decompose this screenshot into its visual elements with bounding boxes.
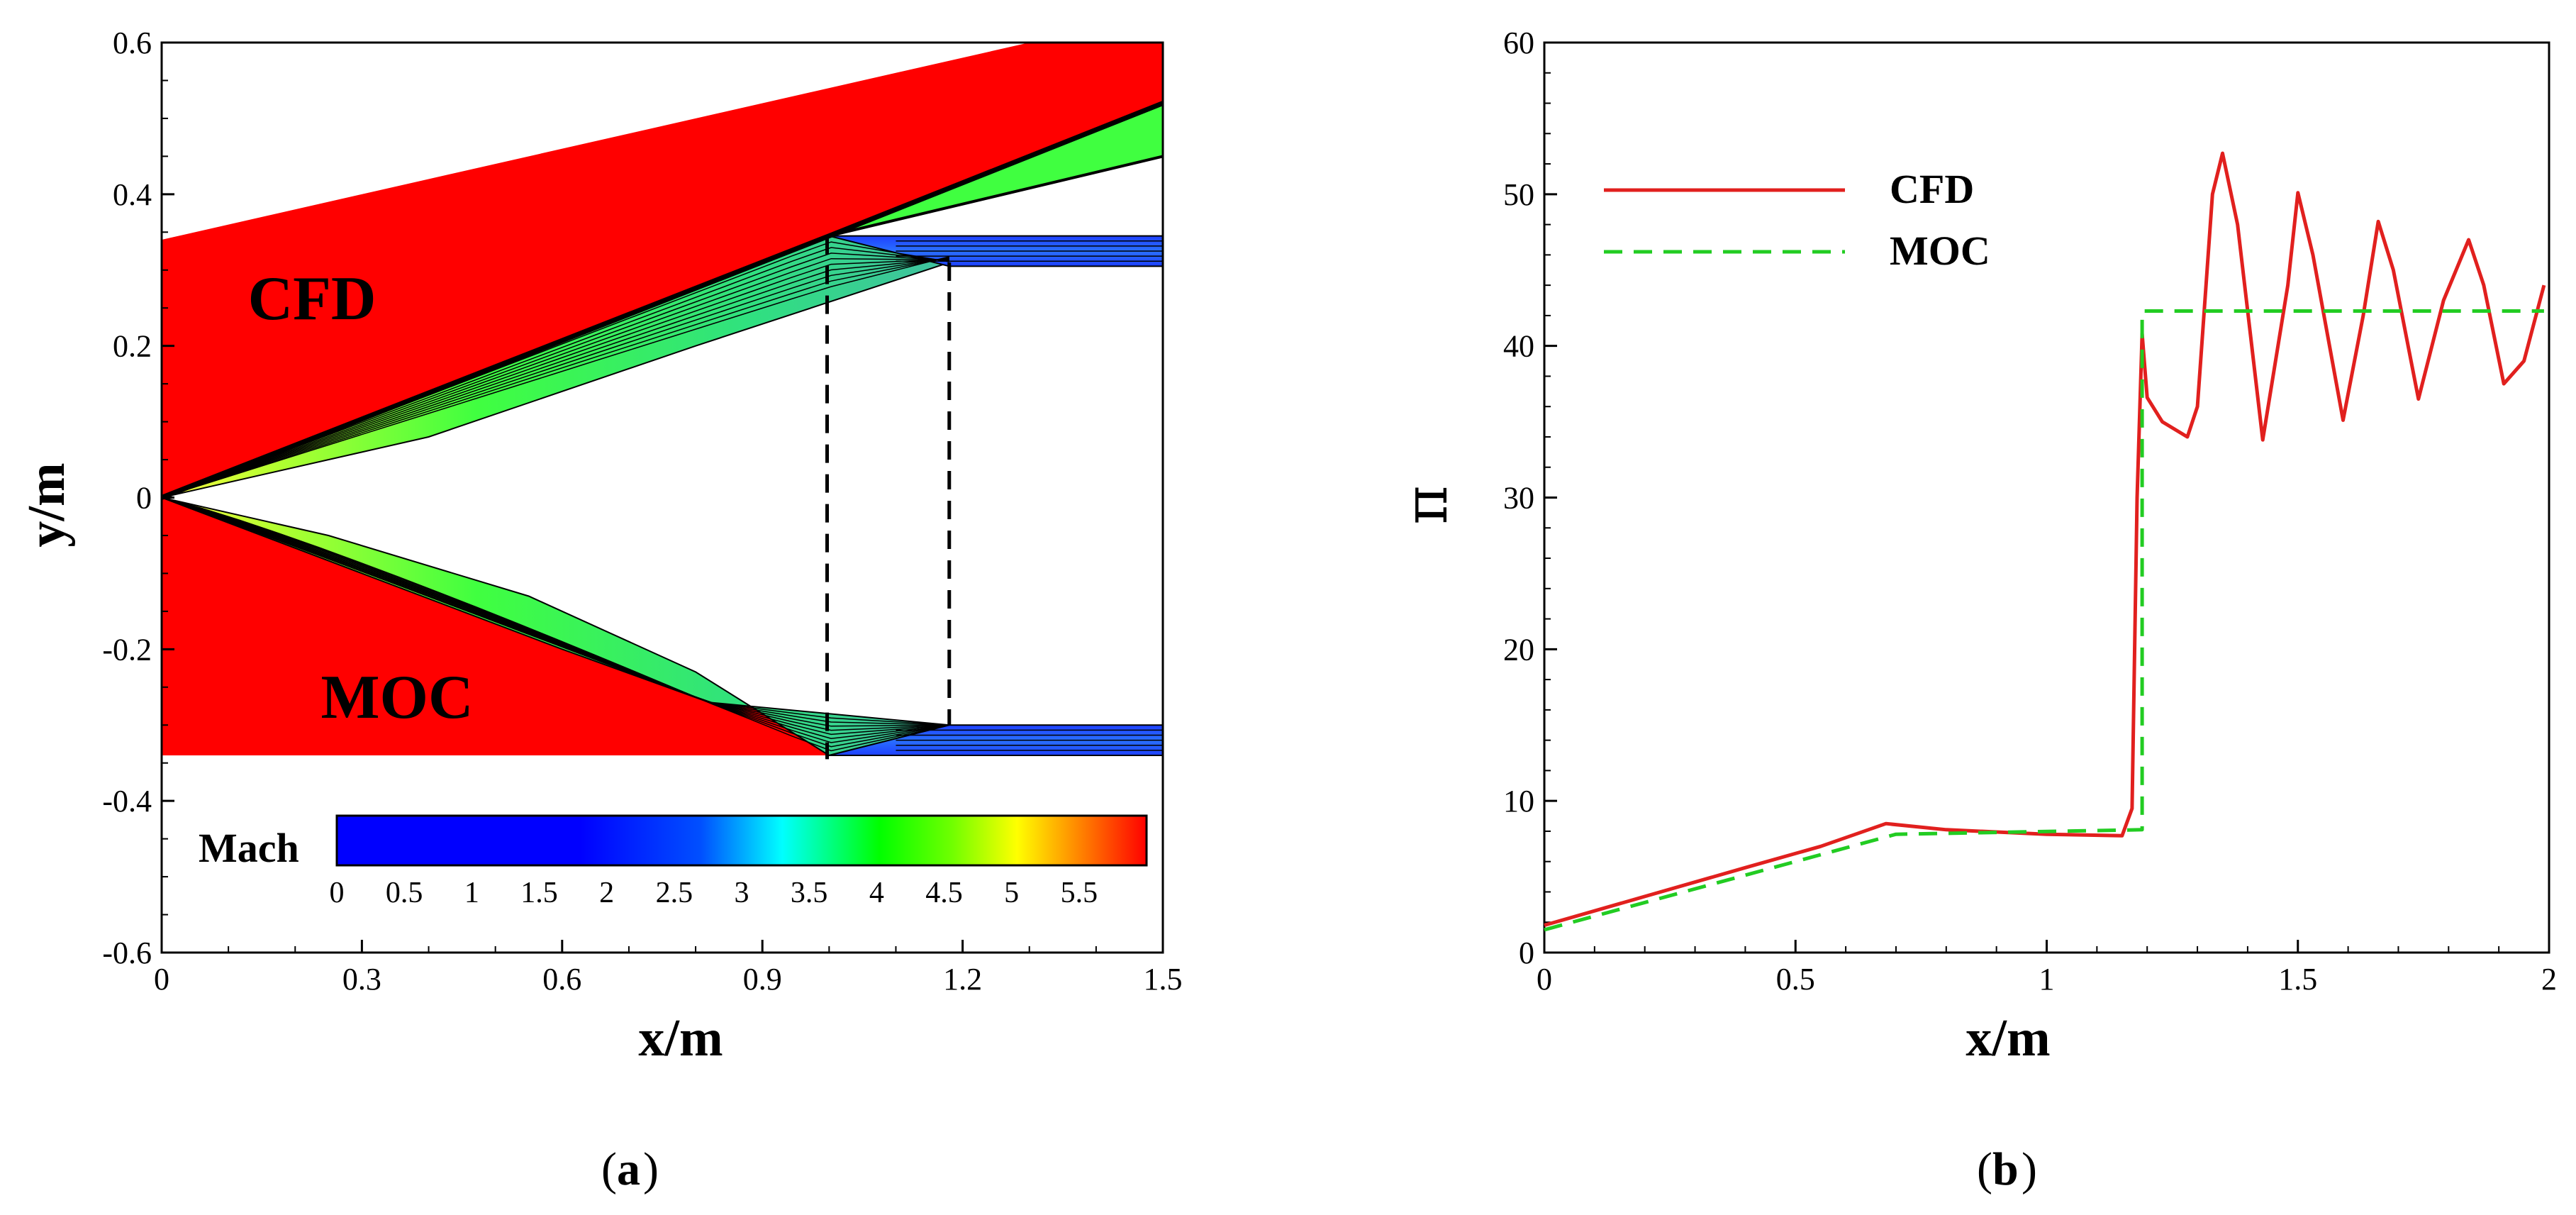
- x-tick-label: 0.5: [1776, 962, 1815, 997]
- upper-contour-line: [161, 258, 949, 499]
- lower-contour-line: [161, 496, 949, 731]
- y-tick-label: 10: [1503, 784, 1534, 819]
- colorbar-tick-label: 3.5: [791, 877, 828, 909]
- series-line-moc: [1544, 309, 2544, 932]
- lower-contour-line: [161, 496, 949, 748]
- colorbar-tick-label: 4.5: [925, 877, 963, 909]
- x-tick-label: 1.2: [943, 962, 982, 997]
- y-tick-label: 20: [1503, 632, 1534, 667]
- lower-contour-line: [161, 496, 949, 736]
- lower-contour-line: [161, 496, 949, 752]
- colorbar-tick-label: 5.5: [1061, 877, 1098, 909]
- x-tick-label: 0.6: [542, 962, 581, 997]
- panel-b-frame: [1543, 41, 2550, 954]
- colorbar-tick-label: 0: [330, 877, 345, 909]
- mach-colorbar: Mach 0 0.5 1 1.5 2 2.5 3 3.5 4 4.5 5 5.5: [199, 814, 1148, 909]
- x-tick-label: 0: [154, 962, 169, 997]
- colorbar-gradient: [335, 814, 1148, 867]
- panel-b-xlabel: x/m: [1966, 1009, 2050, 1067]
- panel-a: 0 0.3 0.6 0.9 1.2 1.5 -0.6 -0.4 -0.2 0 0.2 0.4 0.6 C…: [18, 26, 1183, 1195]
- lower-contour-line: [161, 496, 949, 726]
- colorbar-tick-label: 4: [869, 877, 884, 909]
- upper-red-region: [162, 43, 1163, 498]
- region-label-cfd: CFD: [248, 265, 377, 333]
- x-tick-label: 1: [2039, 962, 2055, 997]
- panel-b-series: [1544, 151, 2546, 932]
- lower-contour-line: [161, 496, 949, 726]
- x-tick-label: 2: [2541, 962, 2557, 997]
- panel-a-ylabel: y/m: [18, 462, 76, 547]
- panel-a-axes: 0 0.3 0.6 0.9 1.2 1.5 -0.6 -0.4 -0.2 0 0.2 0.4 0.6: [102, 26, 1182, 997]
- panel-a-caption: ( a ): [601, 1143, 659, 1195]
- colorbar-tick-label: 0.5: [386, 877, 423, 909]
- y-tick-label: 0.6: [113, 26, 152, 60]
- upper-contour-line: [161, 256, 949, 499]
- upper-contour-line: [161, 257, 949, 499]
- region-label-moc: MOC: [320, 663, 473, 732]
- colorbar-tick-label: 5: [1004, 877, 1019, 909]
- lower-contour-line: [161, 496, 949, 743]
- y-tick-label: 0.4: [113, 177, 152, 212]
- caption-a-close: ): [643, 1143, 659, 1195]
- caption-b-open: (: [1977, 1143, 1992, 1195]
- upper-outer-edge: [828, 155, 1164, 238]
- legend-label-moc: MOC: [1890, 228, 1990, 274]
- caption-b-letter: b: [1992, 1143, 2019, 1195]
- y-tick-label: -0.2: [102, 632, 152, 667]
- y-tick-label: 0.2: [113, 329, 152, 364]
- upper-contour-line: [161, 257, 949, 499]
- colorbar-tick-label: 1: [464, 877, 479, 909]
- y-tick-label: 40: [1503, 329, 1534, 364]
- x-tick-label: 0.3: [342, 962, 381, 997]
- y-tick-label: 30: [1503, 481, 1534, 516]
- lower-red-region: [162, 497, 830, 755]
- series-line-cfd: [1544, 151, 2546, 927]
- y-tick-label: 0: [1519, 936, 1534, 970]
- panel-b-ylabel: π: [1391, 485, 1461, 524]
- x-tick-label: 0: [1537, 962, 1552, 997]
- mach-contour-field: [160, 43, 1164, 760]
- lower-contour-line: [161, 496, 949, 739]
- x-tick-label: 1.5: [1144, 962, 1183, 997]
- panel-b-caption: ( b ): [1977, 1143, 2037, 1195]
- y-tick-label: 0: [136, 481, 152, 516]
- y-tick-label: 50: [1503, 177, 1534, 212]
- x-tick-label: 1.5: [2278, 962, 2317, 997]
- x-tick-label: 0.9: [743, 962, 782, 997]
- lower-contour-line: [161, 496, 949, 727]
- upper-contour-line: [161, 253, 949, 499]
- colorbar-tick-label: 3: [735, 877, 749, 909]
- panel-a-xlabel: x/m: [638, 1009, 723, 1067]
- caption-a-letter: a: [617, 1143, 640, 1195]
- colorbar-tick-label: 1.5: [520, 877, 558, 909]
- upper-contour-line: [161, 256, 949, 499]
- colorbar-tick-label: 2: [599, 877, 614, 909]
- legend-label-cfd: CFD: [1890, 166, 1974, 212]
- colorbar-tick-label: 2.5: [656, 877, 693, 909]
- y-tick-label: -0.4: [102, 784, 152, 819]
- y-tick-label: -0.6: [102, 936, 152, 970]
- caption-a-open: (: [601, 1143, 617, 1195]
- y-tick-label: 60: [1503, 26, 1534, 60]
- panel-b-legend: CFD MOC: [1604, 166, 1990, 274]
- caption-b-close: ): [2022, 1143, 2037, 1195]
- upper-contour-line: [161, 257, 949, 499]
- colorbar-label: Mach: [199, 825, 299, 871]
